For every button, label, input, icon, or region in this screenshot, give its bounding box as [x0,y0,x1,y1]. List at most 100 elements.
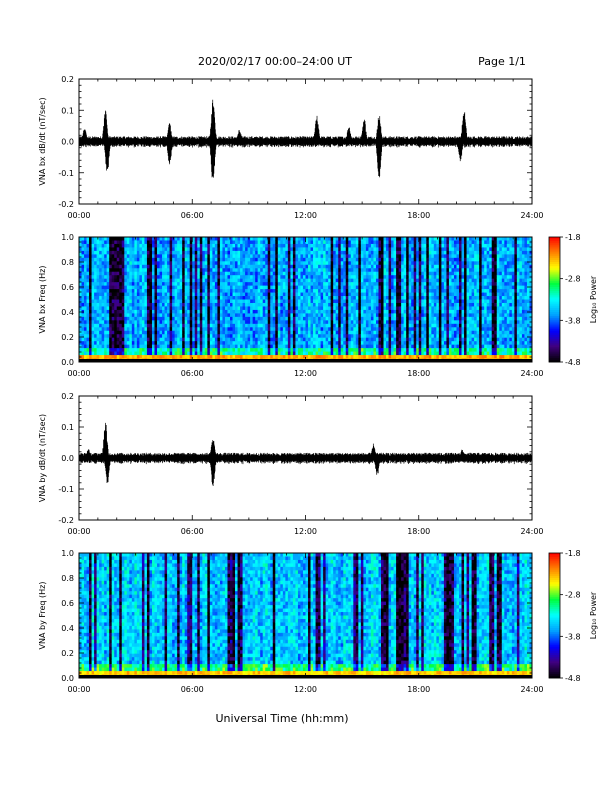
spectrogram-cell [222,243,226,248]
spectrogram-cell [318,330,321,335]
spectrogram-cell [318,313,321,318]
spectrogram-cell [386,292,389,297]
spectrogram-cell [300,271,304,276]
spectrogram-cell [151,334,155,339]
spectrogram-cell [167,334,170,339]
spectrogram-cell [124,240,128,245]
spectrogram-cell [280,334,284,339]
spectrogram-cell [219,348,223,352]
spectrogram-cell [197,264,201,269]
spectrogram-cell [418,268,422,273]
spectrogram-cell [338,247,342,252]
spectrogram-cell [232,268,236,273]
spectrogram-cell [197,323,201,328]
spectrogram-cell [302,296,306,300]
spectrogram-cell [184,268,188,273]
spectrogram-cell [343,250,347,255]
spectrogram-cell [119,299,123,304]
spectrogram-cell [174,327,178,332]
spectrogram-cell [403,348,407,352]
spectrogram-cell [328,271,332,276]
spectrogram-cell [159,309,163,314]
spectrogram-cell [368,237,372,241]
spectrogram-cell [398,275,402,280]
spectrogram-cell [151,320,155,325]
spectrogram-cell [162,337,165,342]
spectrogram-cell [189,271,193,276]
spectrogram-cell [139,271,143,276]
spectrogram-cell [378,341,382,346]
spectrogram-cell [305,240,309,245]
spectrogram-cell [396,296,400,300]
spectrogram-cell [154,282,158,287]
spectrogram-cell [149,334,153,339]
spectrogram-cell [116,271,120,276]
spectrogram-cell [177,243,181,248]
spectrogram-cell [318,302,321,307]
spectrogram-cell [370,254,374,259]
spectrogram-cell [252,323,256,328]
spectrogram-cell [348,316,352,321]
spectrogram-cell [287,254,291,259]
spectrogram-cell [230,341,233,346]
spectrogram-cell [204,292,208,297]
spectrogram-cell [262,344,266,349]
spectrogram-cell [116,240,120,245]
spectrogram-cell [174,257,178,262]
spectrogram-cell [207,320,211,325]
spectrogram-cell [202,337,206,342]
spectrogram-cell [151,275,155,280]
spectrogram-cell [162,261,165,266]
spectrogram-cell [242,351,246,356]
spectrogram-cell [411,351,415,356]
spectrogram-cell [106,320,110,325]
spectrogram-cell [94,330,98,335]
spectrogram-cell [172,264,176,269]
spectrogram-cell [207,302,211,307]
spectrogram-cell [413,243,417,248]
spectrogram-cell [262,327,266,332]
spectrogram-cell [363,257,367,262]
spectrogram-cell [262,334,266,339]
spectrogram-cell [235,334,238,339]
spectrogram-cell [255,271,259,276]
spectrogram-cell [393,337,397,342]
spectrogram-cell [348,268,352,273]
spectrogram-cell [174,268,178,273]
spectrogram-cell [91,351,95,356]
spectrogram-cell [134,351,138,356]
spectrogram-cell [151,337,155,342]
spectrogram-cell [295,257,299,262]
spectrogram-cell [333,299,337,304]
spectrogram-cell [292,296,296,300]
spectrogram-cell [224,254,228,259]
spectrogram-cell [343,341,347,346]
spectrogram-cell [383,237,387,241]
spectrogram-cell [184,282,188,287]
spectrogram-cell [199,240,203,245]
spectrogram-cell [413,334,417,339]
spectrogram-cell [345,243,349,248]
spectrogram-cell [91,302,95,307]
spectrogram-cell [375,313,379,318]
spectrogram-cell [106,237,110,241]
spectrogram-cell [106,316,110,321]
spectrogram-cell [89,250,92,255]
spectrogram-cell [315,299,319,304]
spectrogram-cell [104,247,108,252]
spectrogram-cell [81,261,85,266]
spectrogram-cell [386,306,389,311]
spectrogram-cell [212,341,216,346]
spectrogram-cell [214,275,218,280]
spectrogram-cell [182,243,186,248]
spectrogram-cell [169,327,173,332]
spectrogram-cell [159,257,163,262]
spectrogram-cell [104,264,108,269]
spectrogram-cell [338,261,342,266]
spectrogram-cell [416,237,420,241]
spectrogram-cell [413,257,417,262]
spectrogram-cell [109,299,113,304]
spectrogram-cell [131,330,135,335]
spectrogram-cell [388,282,392,287]
spectrogram-cell [141,306,145,311]
